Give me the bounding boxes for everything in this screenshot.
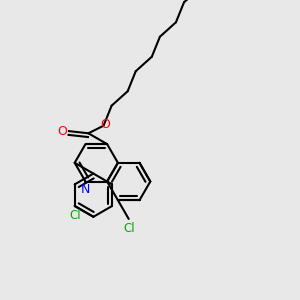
Text: Cl: Cl <box>69 209 80 222</box>
Text: O: O <box>100 118 110 131</box>
Text: N: N <box>81 183 90 196</box>
Text: Cl: Cl <box>123 222 134 235</box>
Text: O: O <box>57 124 67 138</box>
